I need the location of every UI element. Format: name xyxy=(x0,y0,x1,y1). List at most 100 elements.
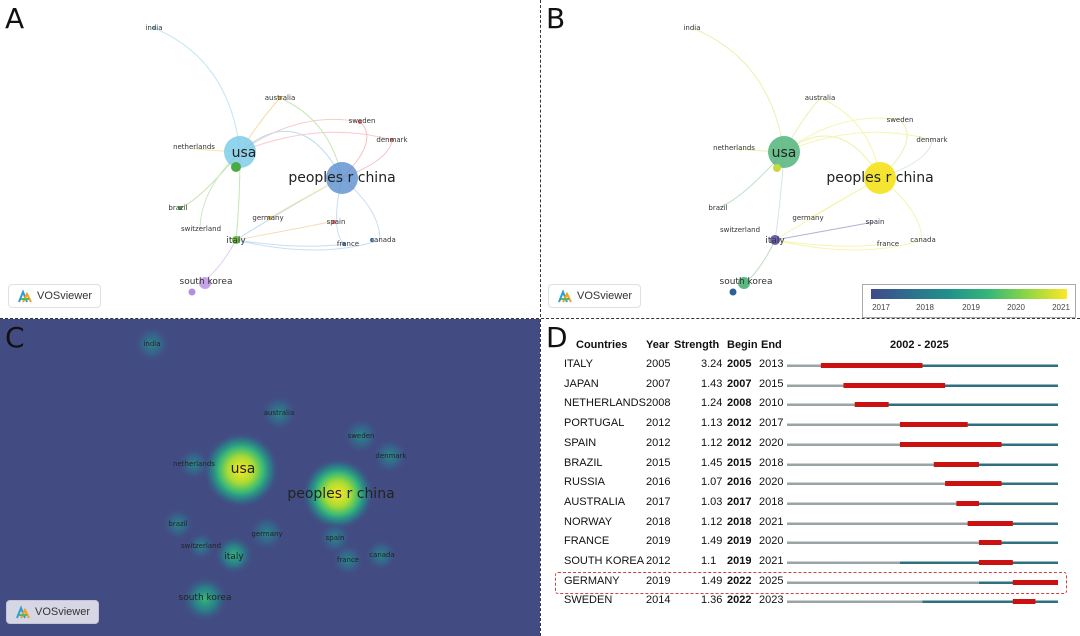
end-cell: 2021 xyxy=(759,555,784,567)
node-usa-secondary[interactable] xyxy=(231,162,241,172)
node-b-italy[interactable] xyxy=(770,235,780,245)
timeline xyxy=(787,382,1058,388)
density-map xyxy=(134,326,408,623)
node-b-south-korea[interactable] xyxy=(738,277,750,289)
active-segment xyxy=(967,522,1058,525)
burst-bar xyxy=(967,520,1013,526)
label-switzerland: switzerland xyxy=(180,225,222,233)
label-germany: germany xyxy=(252,214,284,222)
node-germany[interactable] xyxy=(268,216,272,220)
begin-cell: 2007 xyxy=(727,377,752,390)
active-segment xyxy=(843,384,1058,387)
country-cell: NETHERLANDS xyxy=(564,397,646,410)
colorbar-tick: 2018 xyxy=(916,303,934,312)
header-end: End xyxy=(761,339,782,351)
inactive-segment xyxy=(787,541,979,545)
panel-label-d: D xyxy=(546,321,568,354)
timeline xyxy=(787,481,1058,487)
burst-bar xyxy=(820,363,923,368)
end-cell: 2020 xyxy=(759,476,784,489)
header-begin: Begin xyxy=(727,339,758,351)
label-b-denmark: denmark xyxy=(916,136,948,144)
panel-d-burst-table: D Countries Year Strength Begin End 2002… xyxy=(541,319,1080,636)
node-b-south-korea-small[interactable] xyxy=(729,288,737,296)
node-brazil[interactable] xyxy=(178,206,182,210)
year-cell: 2012 xyxy=(646,436,671,449)
node-b-peoples-r-china[interactable] xyxy=(864,162,896,194)
label-c-usa: usa xyxy=(230,461,256,477)
label-usa: usa xyxy=(231,145,257,161)
vosviewer-logo-icon xyxy=(558,289,572,303)
panel-label-c: C xyxy=(5,321,25,354)
vosviewer-text-a: VOSviewer xyxy=(37,290,93,302)
node-italy[interactable] xyxy=(232,236,240,244)
node-sweden[interactable] xyxy=(358,120,362,124)
node-france[interactable] xyxy=(342,242,346,246)
density-canada xyxy=(365,539,397,571)
end-cell: 2013 xyxy=(759,358,784,370)
label-spain: spain xyxy=(326,218,346,226)
begin-cell: 2015 xyxy=(727,456,752,469)
timeline xyxy=(787,363,1058,368)
density-denmark xyxy=(372,438,408,474)
inactive-segment xyxy=(787,443,900,446)
inactive-segment xyxy=(787,502,957,505)
node-peoples-r-china[interactable] xyxy=(326,162,358,194)
country-cell: SWEDEN xyxy=(564,594,613,607)
node-spain[interactable] xyxy=(332,220,336,224)
year-cell: 2008 xyxy=(646,397,671,410)
label-canada: canada xyxy=(370,236,396,244)
timeline xyxy=(787,540,1058,546)
strength-cell: 1.49 xyxy=(701,535,723,548)
burst-bar xyxy=(1012,579,1058,585)
node-south-korea-small[interactable] xyxy=(188,288,196,296)
begin-cell: 2019 xyxy=(727,535,752,548)
header-countries: Countries xyxy=(576,339,628,351)
end-cell: 2023 xyxy=(759,594,784,607)
label-india: india xyxy=(145,24,163,32)
year-cell: 2016 xyxy=(646,476,671,489)
label-peoples-r-china: peoples r china xyxy=(288,170,396,186)
table-row: GERMANY 2019 1.49 2022 2025 xyxy=(541,573,1080,592)
label-netherlands: netherlands xyxy=(173,143,215,151)
table-row: BRAZIL 2015 1.45 2015 2018 xyxy=(541,455,1080,474)
country-cell: AUSTRALIA xyxy=(564,495,626,508)
label-c-germany: germany xyxy=(251,530,283,538)
timeline xyxy=(787,441,1058,447)
label-b-germany: germany xyxy=(792,214,824,222)
node-australia[interactable] xyxy=(278,96,282,100)
begin-cell: 2022 xyxy=(727,594,752,607)
colorbar-gradient xyxy=(871,289,1067,299)
country-cell: PORTUGAL xyxy=(564,417,625,430)
label-b-australia: australia xyxy=(804,94,836,102)
label-b-italy: italy xyxy=(765,236,785,246)
year-cell: 2015 xyxy=(646,456,671,469)
burst-bar xyxy=(978,560,1013,565)
node-b-usa-secondary[interactable] xyxy=(773,164,781,172)
header-range: 2002 - 2025 xyxy=(890,339,949,351)
country-cell: ITALY xyxy=(564,358,593,370)
inactive-segment xyxy=(787,463,934,466)
year-cell: 2007 xyxy=(646,377,671,390)
network-b-nodes xyxy=(729,136,896,296)
label-c-spain: spain xyxy=(325,534,345,542)
node-denmark[interactable] xyxy=(390,138,394,142)
end-cell: 2015 xyxy=(759,377,784,390)
burst-bar xyxy=(843,382,946,388)
burst-bar xyxy=(899,422,968,428)
node-india[interactable] xyxy=(152,26,156,30)
begin-cell: 2017 xyxy=(727,495,752,508)
vosviewer-badge-a: VOSviewer xyxy=(8,284,102,308)
node-canada[interactable] xyxy=(370,238,374,242)
node-south-korea[interactable] xyxy=(199,277,211,289)
table-row: SWEDEN 2014 1.36 2022 2023 xyxy=(541,592,1080,611)
table-row: SPAIN 2012 1.12 2012 2020 xyxy=(541,435,1080,454)
density-france xyxy=(332,544,364,576)
node-b-usa[interactable] xyxy=(768,136,800,168)
node-usa[interactable] xyxy=(224,136,256,168)
table-row: NETHERLANDS 2008 1.24 2008 2010 xyxy=(541,395,1080,414)
table-row: NORWAY 2018 1.12 2018 2021 xyxy=(541,514,1080,533)
table-row: RUSSIA 2016 1.07 2016 2020 xyxy=(541,474,1080,493)
country-cell: RUSSIA xyxy=(564,476,605,489)
label-c-sweden: sweden xyxy=(347,432,375,440)
